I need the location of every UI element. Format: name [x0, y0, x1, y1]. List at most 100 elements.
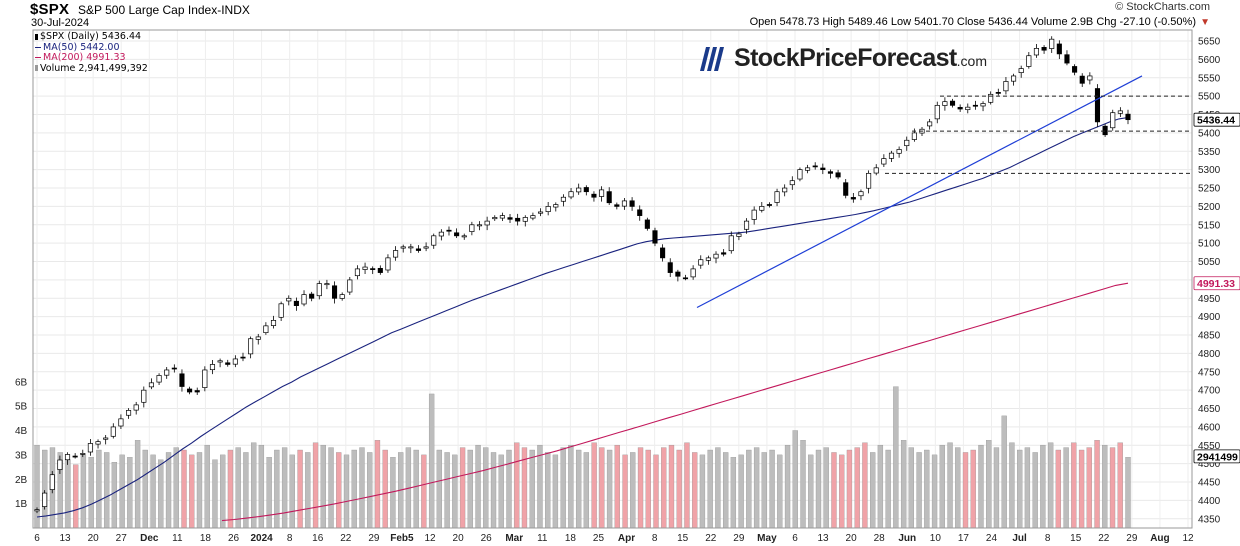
price-tick-label: 5650 [1198, 37, 1221, 48]
volume-bar [359, 447, 365, 529]
candle-body [110, 426, 116, 437]
watermark-text: StockPriceForecast.com [734, 44, 987, 72]
candle-body [660, 247, 666, 259]
candle-body [576, 187, 582, 193]
candle-body [599, 189, 605, 197]
price-tick-label: 5150 [1198, 220, 1221, 231]
price-tick-label: 4650 [1198, 404, 1221, 415]
date-tick-label: 27 [116, 533, 128, 544]
candle-body [843, 182, 849, 196]
volume-bar [65, 459, 71, 529]
volume-bar [637, 447, 644, 529]
candle-body [980, 103, 986, 107]
candle-body [217, 360, 223, 363]
candle-body [301, 294, 307, 305]
volume-bar [560, 447, 566, 529]
candle-body [469, 224, 475, 232]
plot-frame [32, 29, 1193, 529]
price-tick-label: 4500 [1198, 459, 1221, 470]
price-tick-label: 4450 [1198, 478, 1221, 489]
date-tick-label: Jul [1012, 533, 1027, 544]
candle-body [499, 215, 505, 219]
candle-body [866, 172, 872, 189]
candle-body [759, 206, 765, 211]
chart-legend: $SPX (Daily) 5436.44 MA(50) 5442.00 MA(2… [35, 31, 148, 74]
volume-bar [537, 444, 543, 529]
candle-body [995, 92, 1001, 94]
candle-body [179, 373, 185, 387]
volume-bar [568, 444, 574, 529]
volume-value-tag: 2941499 [1193, 449, 1240, 464]
candle-body [560, 196, 566, 202]
date-tick-label: 17 [958, 533, 970, 544]
candle-body [49, 474, 55, 490]
date-tick-label: 29 [368, 533, 380, 544]
volume-bar [181, 449, 187, 529]
volume-bar [73, 464, 79, 529]
candle-body [331, 285, 338, 299]
candle-body [751, 209, 757, 220]
candle-body [949, 100, 956, 106]
candle-body [476, 224, 483, 227]
candle-body [904, 139, 910, 147]
candle-body [934, 104, 940, 120]
date-tick-label: 8 [1045, 533, 1051, 544]
candle-body [881, 158, 887, 165]
brand-label[interactable]: © StockCharts.com [1115, 1, 1210, 13]
volume-bar [483, 447, 489, 529]
candle-body [652, 230, 658, 244]
volume-bar [80, 454, 87, 529]
volume-value-tag-box [1193, 449, 1240, 464]
volume-bar [382, 449, 388, 529]
candle-body [1072, 66, 1078, 73]
volume-bar [328, 447, 334, 529]
date-tick-label: 18 [565, 533, 577, 544]
candle-body [690, 268, 696, 278]
candle-body [255, 336, 261, 340]
candle-body [583, 187, 589, 193]
volume-bar [320, 444, 326, 529]
volume-bar [111, 462, 118, 529]
volume-bar [753, 447, 760, 529]
candle-body [805, 167, 811, 171]
volume-bar [312, 442, 319, 529]
candle-body [721, 252, 727, 255]
volume-tick-label: 4B [15, 426, 28, 437]
candle-body [187, 388, 193, 393]
volume-bar [452, 454, 458, 529]
price-tick-label: 4550 [1198, 441, 1221, 452]
candle-body [1087, 75, 1093, 81]
volume-bar [467, 449, 473, 529]
candle-body [446, 229, 452, 232]
volume-bar [947, 442, 953, 529]
volume-bar [591, 442, 597, 529]
index-name: S&P 500 Large Cap Index-INDX [78, 3, 250, 17]
date-tick-label: 16 [312, 533, 324, 544]
candle-body [1049, 38, 1055, 49]
volume-bar [336, 452, 342, 529]
date-tick-label: 24 [986, 533, 998, 544]
volume-bar [1017, 449, 1023, 529]
candle-body [1064, 54, 1070, 64]
candle-body [385, 257, 391, 271]
volume-bar [630, 452, 636, 529]
price-tick-label: 4600 [1198, 422, 1221, 433]
volume-bar [854, 447, 860, 529]
candle-body [393, 250, 399, 258]
volume-bar [908, 447, 914, 529]
candle-body [766, 204, 772, 206]
volume-bar [189, 454, 195, 529]
candle-body [675, 271, 681, 277]
volume-bar [374, 440, 381, 529]
date-tick-label: Mar [505, 533, 523, 544]
price-tick-label: 4400 [1198, 496, 1221, 507]
date-tick-label: 26 [228, 533, 240, 544]
candle-body [957, 107, 963, 110]
volume-bar [1117, 442, 1123, 529]
ma50-line [36, 116, 1129, 518]
date-tick-label: 25 [593, 533, 605, 544]
volume-bar [1102, 444, 1108, 529]
volume-bar [970, 449, 976, 529]
volume-bar [88, 457, 94, 529]
